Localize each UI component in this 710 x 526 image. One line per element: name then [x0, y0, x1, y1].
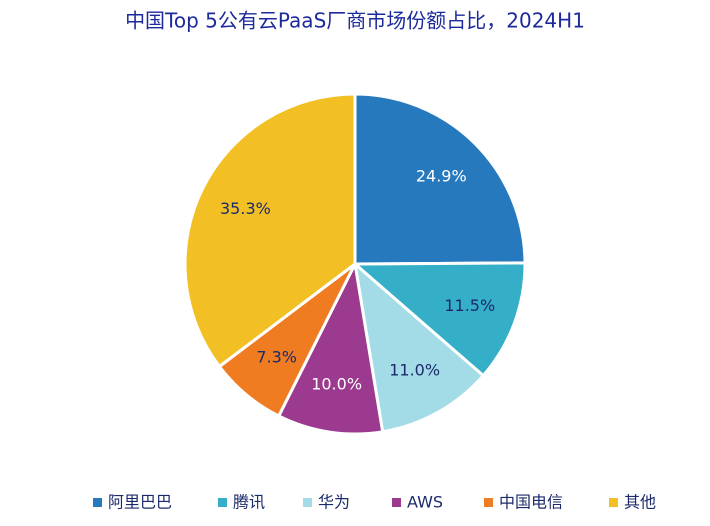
legend-swatch — [484, 498, 493, 507]
chart-title: 中国Top 5公有云PaaS厂商市场份额占比，2024H1 — [125, 9, 585, 33]
pie-slice — [183, 92, 357, 369]
pie-slice — [352, 260, 486, 434]
legend-label: 其他 — [624, 493, 656, 512]
data-label: 24.9% — [416, 167, 467, 186]
legend-swatch — [392, 498, 401, 507]
legend-label: 中国电信 — [499, 493, 563, 512]
legend-swatch — [218, 498, 227, 507]
data-label: 35.3% — [220, 199, 271, 218]
legend-label: 华为 — [318, 493, 350, 512]
legend-swatch — [609, 498, 618, 507]
pie-slice — [276, 259, 385, 436]
data-label: 7.3% — [256, 348, 297, 367]
legend-label: 腾讯 — [233, 493, 265, 512]
data-label: 11.5% — [444, 296, 495, 315]
legend-label: AWS — [407, 493, 443, 512]
legend-swatch — [303, 498, 312, 507]
pie-slice — [353, 92, 527, 266]
data-label: 11.0% — [389, 360, 440, 379]
legend-label: 阿里巴巴 — [108, 493, 172, 512]
legend-swatch — [93, 498, 102, 507]
data-label: 10.0% — [311, 375, 362, 394]
pie-slice — [351, 261, 527, 378]
